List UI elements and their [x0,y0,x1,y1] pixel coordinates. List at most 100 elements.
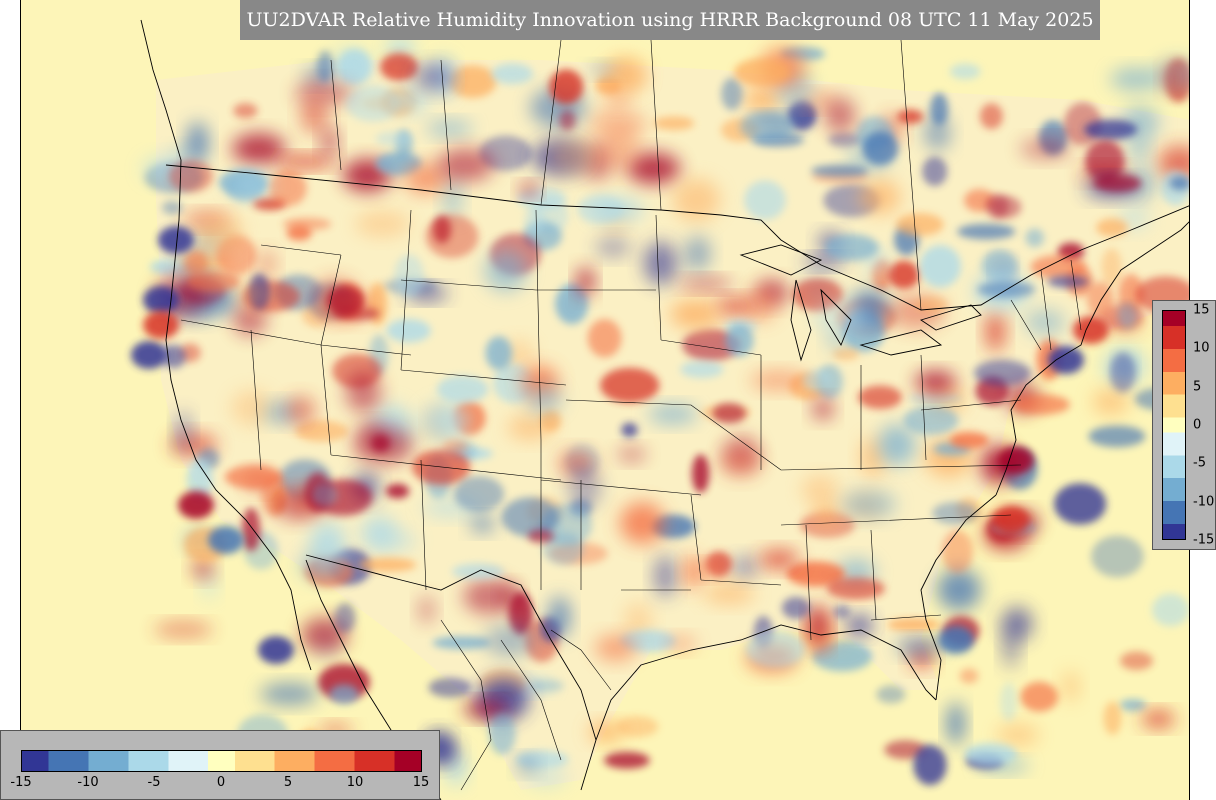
innovation-blob [949,432,989,449]
horizontal-colorbar-tick: -5 [147,775,161,790]
innovation-blob [1054,483,1107,525]
innovation-blob [224,465,283,490]
innovation-blob [896,637,942,656]
innovation-blob [1012,394,1070,415]
innovation-blob [812,501,840,526]
us-mexico-border [305,554,597,741]
vertical-colorbar-tick: 5 [1193,379,1202,395]
innovation-blob [832,347,860,361]
great-lakes [739,244,982,362]
innovation-blob [276,154,334,169]
innovation-blob [1119,699,1147,712]
innovation-blob [485,336,513,371]
innovation-blob [1091,535,1144,578]
innovation-blob [932,502,978,525]
innovation-blob [996,723,1040,747]
innovation-blob [731,555,758,580]
canada-provinces [330,39,922,311]
innovation-blob [162,200,183,215]
innovation-blob [295,420,348,442]
innovation-blob [285,396,316,425]
innovation-blob [1129,133,1149,163]
mexico-states [440,619,612,791]
florida-coastline [920,494,997,701]
innovation-blob [1084,119,1138,140]
horizontal-colorbar-tick: -15 [10,775,32,790]
innovation-blob [878,424,916,466]
innovation-blob [913,744,947,786]
innovation-blob [153,621,213,638]
innovation-blob [607,63,646,93]
coastal-innovation-blob [993,506,1029,534]
innovation-blob [745,630,806,668]
innovation-blob [617,446,647,463]
innovation-blob [947,702,965,745]
innovation-blob [576,267,595,296]
innovation-blob [436,375,489,403]
innovation-blob [957,223,1016,240]
innovation-blob [801,475,839,504]
vertical-colorbar-tick: -10 [1193,494,1215,510]
innovation-blob [1092,388,1130,416]
innovation-blob [812,641,873,672]
innovation-blob [1061,670,1081,702]
innovation-blob [599,127,640,170]
vertical-colorbar: 15 10 5 0 -5 -10 -15 [1152,300,1216,550]
innovation-blob [781,596,811,619]
innovation-blob [733,58,791,87]
innovation-blob [525,384,563,413]
innovation-blob [501,497,560,538]
innovation-blob [743,87,781,112]
innovation-blob [1110,67,1161,91]
innovation-blob [309,521,346,563]
innovation-blob [375,131,413,147]
innovation-blob [503,339,534,370]
innovation-blob [876,685,906,704]
innovation-blob [371,434,391,452]
innovation-blob [887,618,941,632]
innovation-blob [758,549,800,570]
innovation-blob [470,515,495,533]
innovation-blob [1103,701,1122,735]
innovation-blob [1084,139,1125,182]
innovation-blob [260,683,319,705]
innovation-blob [442,176,462,220]
innovation-blob [600,367,660,403]
innovation-blob [665,635,697,652]
innovation-blob [588,110,648,138]
innovation-blob [238,280,269,310]
innovation-blob [577,195,624,224]
coastal-innovation-blob [178,491,214,519]
innovation-blob [425,120,473,137]
innovation-blob [1169,176,1189,191]
innovation-blob [488,713,516,755]
vertical-colorbar-tick: 10 [1193,340,1210,356]
innovation-blob [603,751,650,769]
vertical-colorbar-tick: 0 [1193,417,1202,433]
innovation-blob [329,684,359,705]
innovation-blob [858,385,902,409]
gulf-coastline [580,624,937,791]
innovation-blob [744,180,786,220]
innovation-blob [316,50,334,83]
innovation-blob [548,596,571,639]
innovation-blob [394,254,425,298]
innovation-blob [368,530,418,551]
innovation-blob [232,133,286,164]
innovation-blob [595,237,632,258]
innovation-blob [721,77,743,111]
innovation-blob [712,403,746,424]
innovation-blob [161,344,186,369]
west-coastline [140,19,312,671]
innovation-blob [1151,593,1189,627]
innovation-blob [186,458,213,501]
innovation-blob [484,250,528,292]
innovation-blob [231,389,273,426]
innovation-blob [595,634,637,662]
innovation-blob [1141,710,1175,728]
innovation-blob [973,359,1031,387]
map-panel [20,0,1190,800]
vertical-colorbar-tick: 15 [1193,302,1210,318]
innovation-blob [358,557,417,572]
innovation-blob [812,398,834,420]
